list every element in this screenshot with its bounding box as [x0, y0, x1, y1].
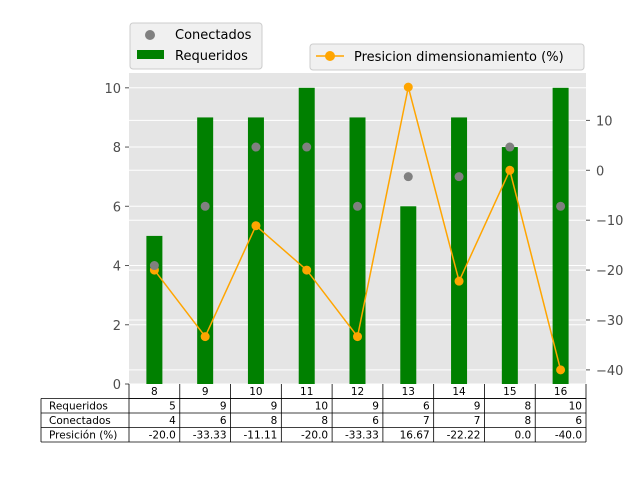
table-cell: 9 [220, 401, 227, 413]
point-conectados [200, 201, 210, 211]
tick-label-right: 10 [596, 114, 613, 129]
table-column-header: 10 [249, 386, 262, 398]
point-conectados [556, 201, 566, 211]
table-cell: -33.33 [193, 430, 227, 442]
table-row-label: Requeridos [49, 401, 108, 413]
tick-label-right: −30 [596, 314, 623, 329]
legend-label-conectados: Conectados [175, 28, 252, 43]
table-cell: 8 [271, 415, 278, 427]
bar-requeridos [146, 235, 163, 384]
right-axis: 10 0 −10 −20 −30 −40 [586, 114, 623, 379]
bars-requeridos [146, 87, 569, 385]
bar-requeridos [501, 147, 518, 384]
table-cell: 7 [423, 415, 430, 427]
table-cell: 5 [169, 401, 176, 413]
point-conectados [353, 201, 362, 211]
table-cell: -11.11 [243, 430, 277, 442]
legend-label-precision: Presicion dimensionamiento (%) [354, 50, 564, 65]
legend-label-requeridos: Requeridos [175, 49, 248, 64]
table-column-header: 11 [300, 386, 313, 398]
legend-marker-precision [325, 51, 335, 61]
legend-marker-requeridos [137, 50, 164, 59]
point-conectados [149, 261, 159, 271]
table-row-label: Conectados [49, 415, 111, 427]
bar-requeridos [451, 117, 468, 384]
table-cell: 8 [321, 415, 328, 427]
bar-requeridos [400, 206, 417, 384]
table-row-label: Presición (%) [49, 430, 117, 442]
table-cell: 6 [372, 415, 379, 427]
table-cell: 9 [271, 401, 278, 413]
legend-left: Conectados Requeridos [129, 22, 263, 70]
bar-requeridos [247, 117, 264, 384]
tick-label-left: 6 [113, 200, 121, 215]
table-column-header: 12 [351, 386, 364, 398]
table-cell: 8 [525, 415, 532, 427]
tick-label-right: −10 [596, 214, 623, 229]
point-precision [200, 332, 210, 342]
legend-right: Presicion dimensionamiento (%) [309, 43, 585, 71]
legend-marker-conectados [145, 30, 155, 40]
tick-label-left: 10 [104, 82, 121, 97]
bar-requeridos [349, 117, 366, 384]
table-cell: 6 [423, 401, 430, 413]
table-cell: 16.67 [400, 430, 430, 442]
table-cell: 6 [575, 415, 582, 427]
point-precision [353, 332, 362, 342]
table-cell: 9 [372, 401, 379, 413]
point-conectados [403, 172, 413, 182]
table-cell: -20.0 [301, 430, 328, 442]
table-cell: -33.33 [345, 430, 379, 442]
tick-label-left: 4 [113, 260, 121, 275]
point-conectados [454, 172, 464, 182]
table-column-header: 9 [202, 386, 209, 398]
table-cell: 9 [474, 401, 481, 413]
table-cell: 7 [474, 415, 481, 427]
tick-label-left: 0 [113, 378, 121, 393]
table-column-header: 8 [151, 386, 158, 398]
tick-label-left: 8 [113, 141, 121, 156]
point-conectados [251, 142, 261, 152]
left-axis: 0 2 4 6 8 10 [104, 82, 129, 393]
tick-label-right: 0 [596, 164, 604, 179]
table-column-header: 13 [402, 386, 415, 398]
table-column-header: 14 [452, 386, 466, 398]
point-precision [403, 82, 413, 92]
table-cell: -40.0 [555, 430, 582, 442]
table-cell: 10 [569, 401, 582, 413]
point-conectados [505, 142, 515, 152]
point-precision [454, 276, 464, 286]
bar-requeridos [552, 87, 569, 385]
point-precision [505, 165, 515, 175]
table-column-header: 16 [554, 386, 568, 398]
line-precision [149, 82, 566, 375]
point-precision [302, 265, 312, 275]
bar-requeridos [197, 117, 214, 384]
table-cell: 0.0 [515, 430, 532, 442]
points-conectados [149, 142, 566, 271]
point-conectados [302, 142, 312, 152]
table-cell: 10 [315, 401, 328, 413]
table-cell: 8 [525, 401, 532, 413]
tick-label-right: −40 [596, 364, 623, 379]
bar-requeridos [298, 87, 315, 385]
point-precision [251, 221, 261, 231]
point-precision [556, 365, 566, 375]
table-cell: -20.0 [149, 430, 176, 442]
tick-label-right: −20 [596, 264, 623, 279]
table-column-header: 15 [503, 386, 516, 398]
tick-label-left: 2 [113, 319, 121, 334]
table-cell: -22.22 [447, 430, 481, 442]
table-cell: 4 [169, 415, 176, 427]
table-cell: 6 [220, 415, 227, 427]
